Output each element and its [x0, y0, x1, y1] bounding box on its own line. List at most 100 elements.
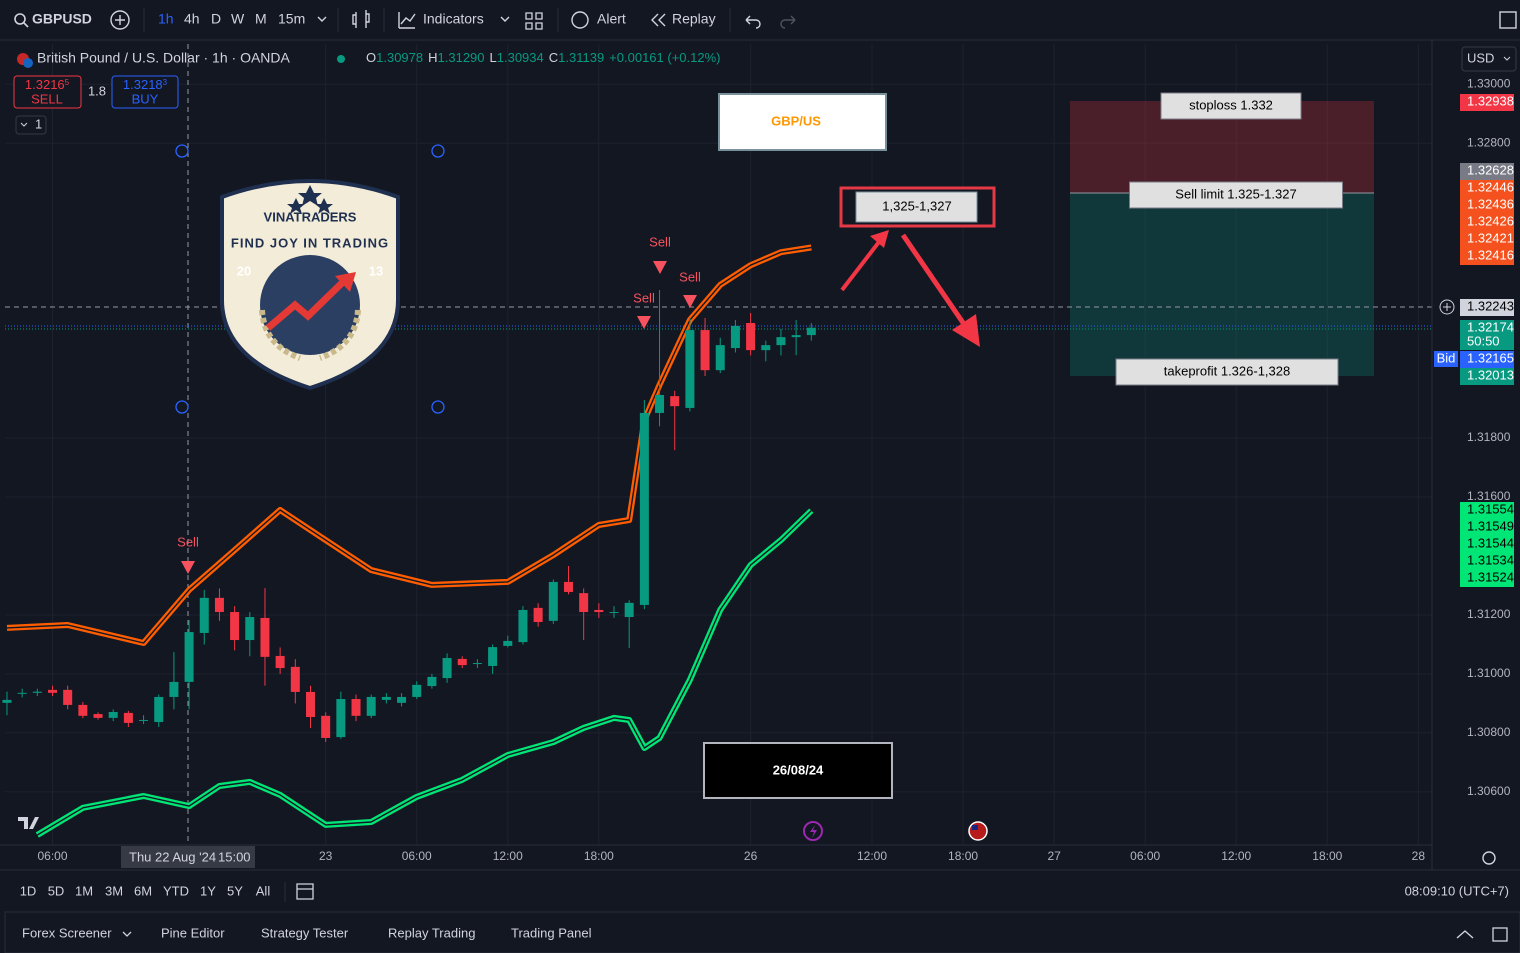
ohlc-key: L: [490, 50, 497, 65]
ohlc-key: C: [549, 50, 558, 65]
date-label[interactable]: 26/08/24: [773, 762, 824, 777]
buy-button[interactable]: [111, 75, 179, 109]
candle-body: [563, 581, 573, 592]
x-tick-label: 12:00: [1221, 849, 1251, 863]
currency-box[interactable]: [1461, 46, 1517, 72]
ohlc: O1.30978 H1.31290 L1.30934 C1.31139 +0.00161…: [366, 50, 720, 65]
y-tick-label: 1.31600: [1467, 489, 1511, 503]
date-box[interactable]: [703, 742, 893, 799]
arrow: [840, 236, 884, 292]
panel-tab[interactable]: Pine Editor: [161, 925, 225, 940]
interval[interactable]: D: [211, 11, 221, 27]
event-icon: [972, 825, 978, 830]
calendar[interactable]: [296, 883, 314, 900]
range-button[interactable]: 6M: [134, 883, 152, 898]
replay-icon[interactable]: [651, 13, 666, 27]
search-icon[interactable]: [14, 13, 26, 25]
price-tag-label: 1.32446: [1467, 179, 1514, 194]
range-button[interactable]: 3M: [105, 883, 123, 898]
chevron[interactable]: [122, 931, 132, 937]
plus: [115, 15, 125, 25]
zone-label[interactable]: 1,325-1,327: [882, 198, 951, 213]
candle-body: [154, 696, 164, 723]
range-button[interactable]: 1Y: [200, 883, 216, 898]
range-button[interactable]: YTD: [163, 883, 189, 898]
add-symbol[interactable]: [110, 10, 130, 30]
range-button[interactable]: 1M: [75, 883, 93, 898]
price-tag: [1460, 570, 1514, 587]
range-button[interactable]: 1D: [20, 883, 37, 898]
range-button[interactable]: 5D: [48, 883, 65, 898]
maximize[interactable]: [1492, 927, 1508, 942]
logo-year: 20: [237, 263, 251, 278]
interval[interactable]: 4h: [184, 11, 200, 27]
candle-body: [533, 607, 543, 623]
buy-pip: 3: [163, 78, 168, 87]
panel-tab[interactable]: Replay Trading: [388, 925, 475, 940]
pair-label[interactable]: GBP/US: [771, 113, 821, 128]
undo[interactable]: [745, 15, 761, 29]
chart-type[interactable]: [352, 10, 370, 28]
settings[interactable]: [1482, 851, 1496, 865]
collapse[interactable]: [1456, 930, 1474, 939]
tv-logo: [18, 817, 39, 829]
alert-icon[interactable]: [571, 11, 589, 29]
candle-body: [305, 691, 315, 718]
fullscreen[interactable]: [1499, 11, 1517, 29]
candle-body: [321, 715, 331, 738]
signal-label: Sell: [177, 534, 199, 549]
x-tick-label: 26: [744, 849, 758, 863]
handle[interactable]: [431, 144, 445, 158]
price-tag-label: 1.32013: [1467, 367, 1514, 382]
panel-tab[interactable]: Trading Panel: [511, 925, 592, 940]
panel-tab[interactable]: Forex Screener: [22, 925, 112, 940]
qty-button[interactable]: [15, 115, 47, 135]
layouts-icon[interactable]: [525, 12, 543, 30]
candle-body: [639, 412, 649, 605]
symbol[interactable]: GBPUSD: [32, 11, 92, 27]
indicators-icon[interactable]: [398, 12, 416, 29]
interval[interactable]: M: [255, 11, 267, 27]
logo-arrow: [265, 277, 348, 331]
sell-button[interactable]: [13, 75, 82, 109]
alert[interactable]: Alert: [597, 11, 626, 27]
logo-tagline: FIND JOY IN TRADING: [231, 235, 389, 250]
event-icon[interactable]: [803, 821, 823, 841]
chevron[interactable]: [500, 16, 510, 22]
qty[interactable]: 1: [35, 116, 42, 131]
panel-tab[interactable]: Strategy Tester: [261, 925, 349, 940]
chevron[interactable]: [317, 16, 327, 22]
candle-body: [169, 681, 179, 697]
signal-label: Sell: [679, 269, 701, 284]
interval[interactable]: 15m: [278, 11, 305, 27]
price-tag: [1460, 502, 1514, 519]
interval[interactable]: W: [231, 11, 245, 27]
x-tick-label: 06:00: [1130, 849, 1160, 863]
price-tag-label: 1.32421: [1467, 230, 1514, 245]
signal-label: Sell: [649, 234, 671, 249]
spread: 1.8: [88, 83, 106, 98]
indicators[interactable]: Indicators: [423, 11, 484, 27]
pair-box[interactable]: [718, 93, 887, 151]
range-button[interactable]: 5Y: [227, 883, 243, 898]
price-tag: [1460, 94, 1514, 111]
price-tag: [1460, 553, 1514, 570]
range-button[interactable]: All: [256, 883, 271, 898]
candle-body: [579, 593, 589, 613]
trade-label: takeprofit 1.326-1,328: [1164, 363, 1290, 378]
handle[interactable]: [175, 144, 189, 158]
handle[interactable]: [431, 400, 445, 414]
redo[interactable]: [780, 15, 796, 29]
buy-price[interactable]: 1.32183: [123, 77, 168, 92]
sell-label[interactable]: SELL: [31, 91, 63, 106]
buy-label[interactable]: BUY: [132, 91, 159, 106]
sell-price[interactable]: 1.32165: [25, 77, 70, 92]
signal-marker: [181, 561, 195, 574]
event-icon[interactable]: [968, 821, 988, 841]
handle[interactable]: [175, 400, 189, 414]
interval[interactable]: 1h: [158, 11, 174, 27]
countdown: 50:50: [1467, 333, 1500, 348]
crosshair-time: 15:00: [218, 849, 251, 864]
price-tag: [1460, 248, 1514, 265]
replay[interactable]: Replay: [672, 11, 716, 27]
